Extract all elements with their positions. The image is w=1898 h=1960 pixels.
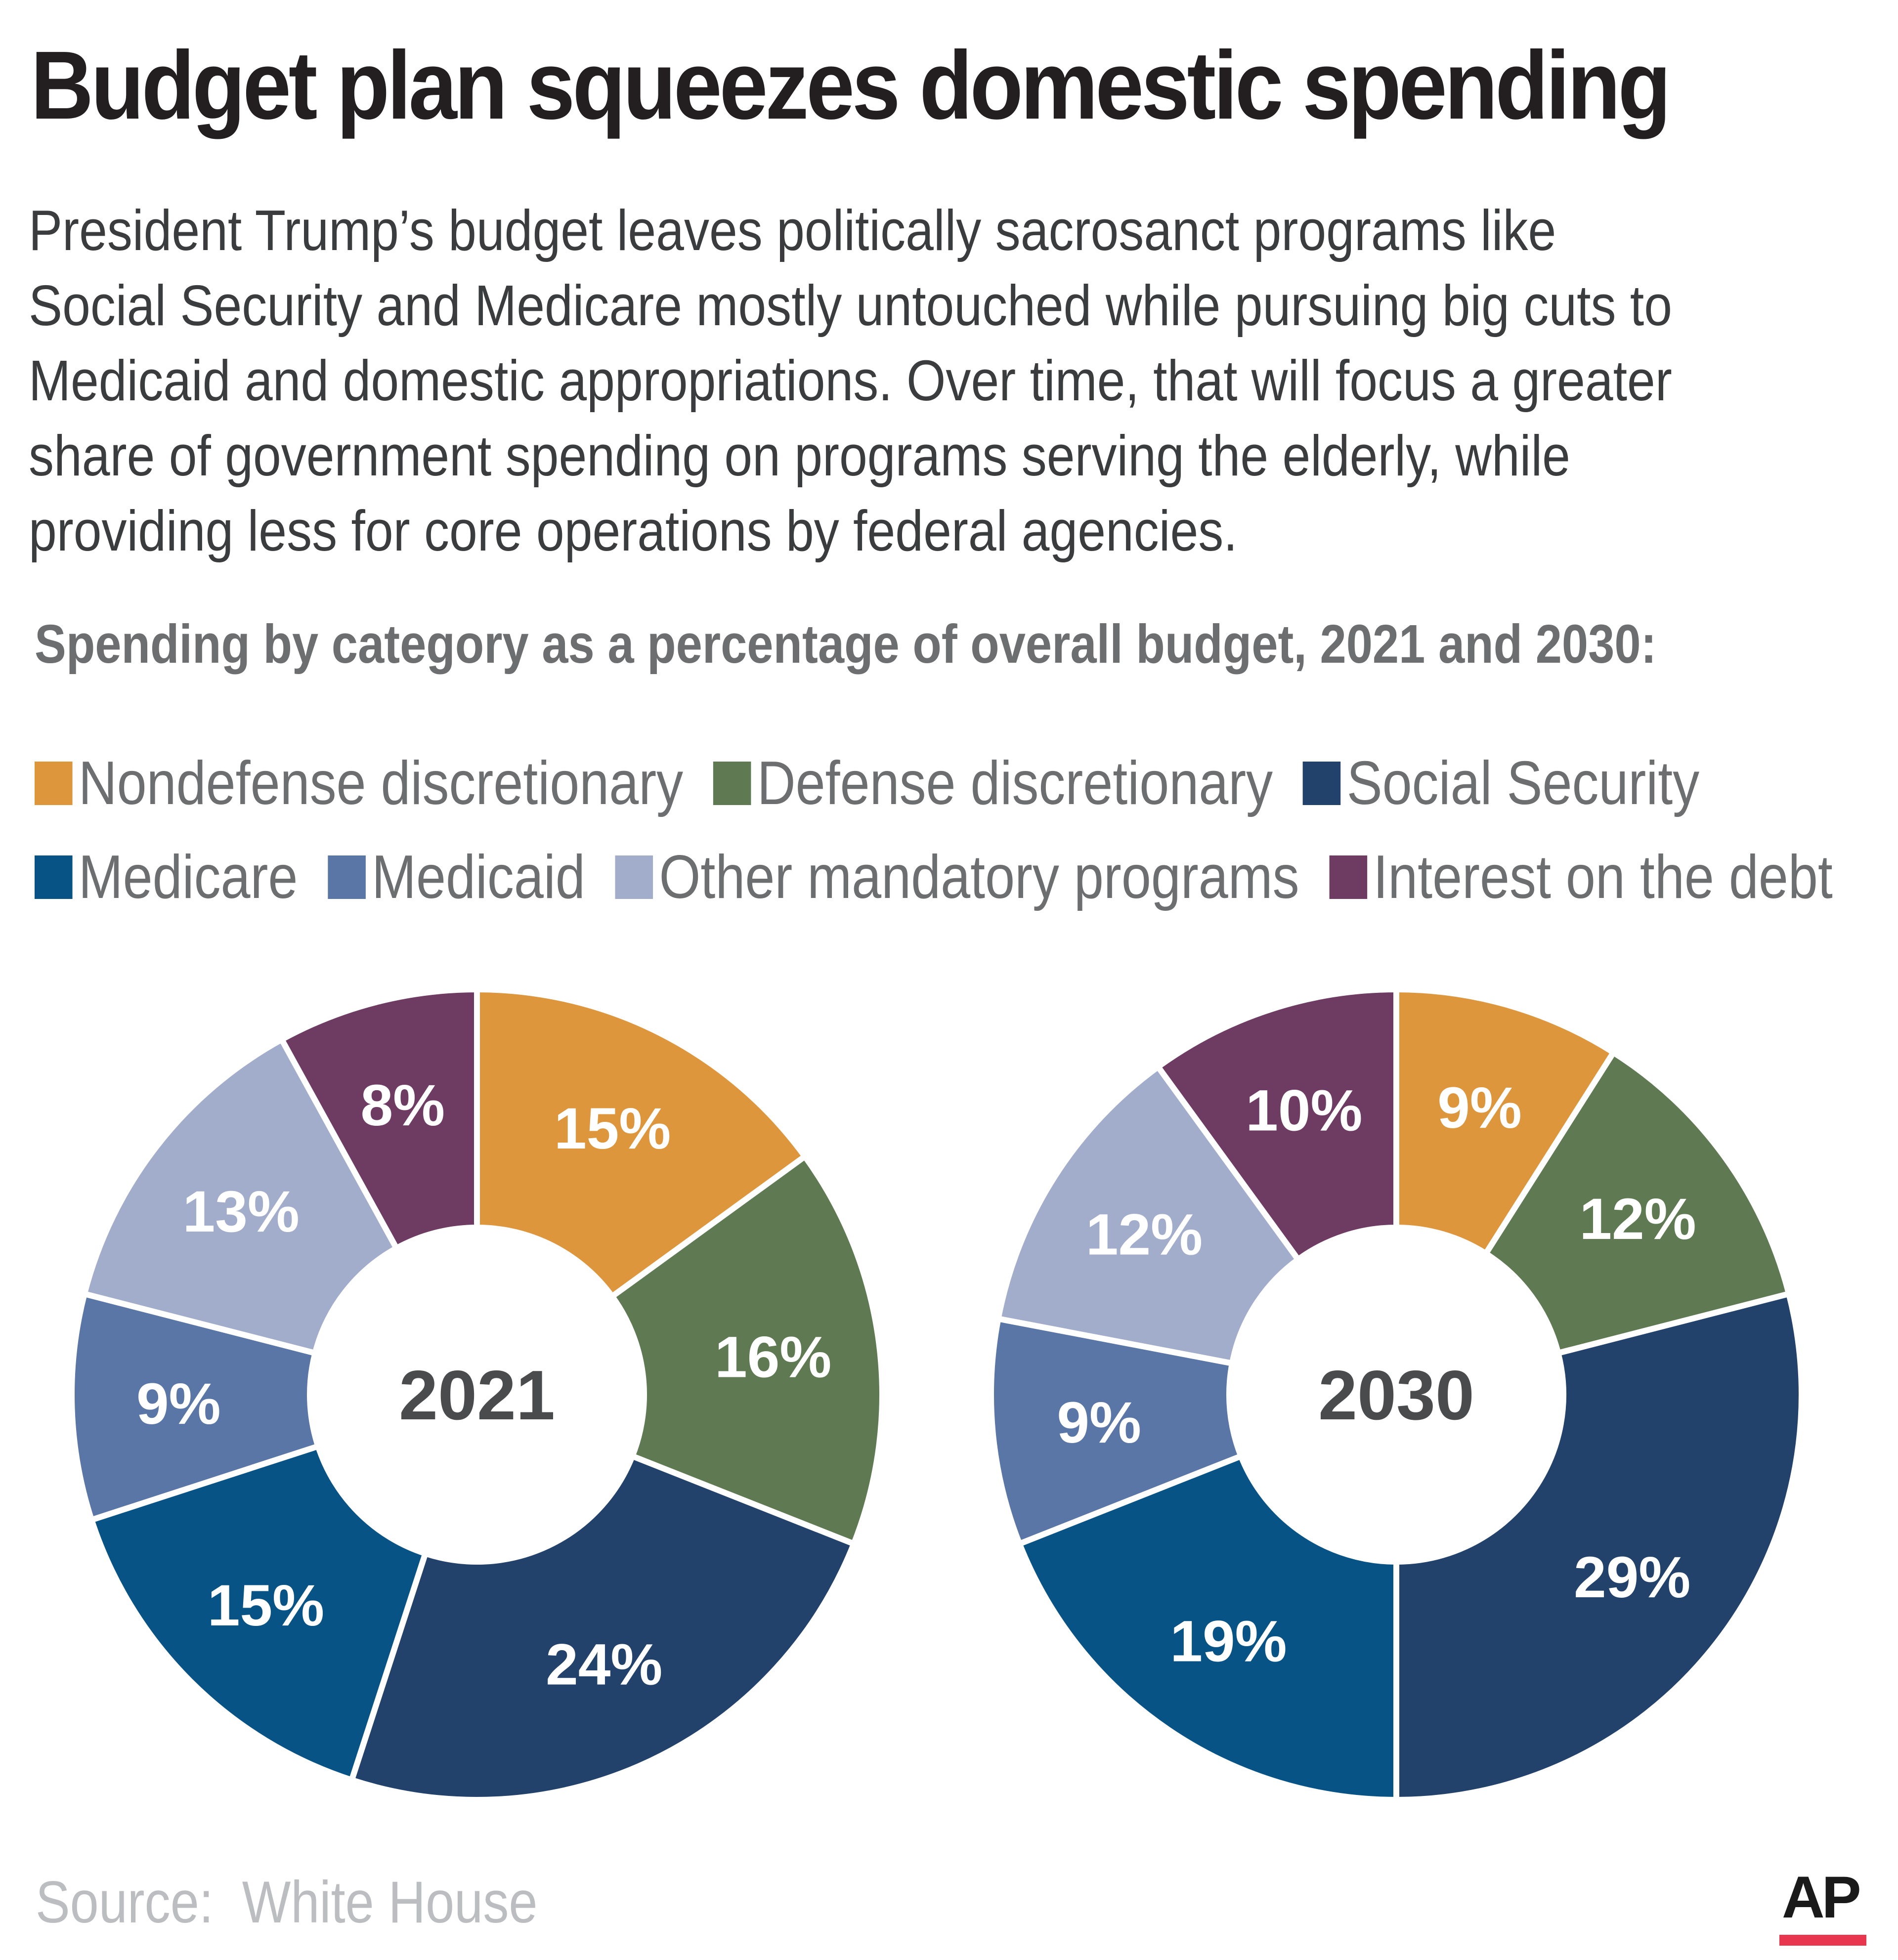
legend-swatch bbox=[35, 855, 73, 899]
chart-title: Budget plan squeezes domestic spending bbox=[31, 31, 1671, 139]
legend-swatch bbox=[1329, 855, 1368, 899]
slice-label-other-mandatory-programs: 13% bbox=[183, 1179, 300, 1244]
legend-swatch bbox=[35, 762, 73, 805]
legend-swatch bbox=[615, 855, 653, 899]
intro-paragraph: President Trump’s budget leaves politica… bbox=[29, 193, 1769, 568]
slice-interest-on-the-debt bbox=[277, 986, 480, 1252]
slice-medicaid bbox=[988, 1315, 1245, 1548]
slice-medicaid bbox=[69, 1290, 322, 1524]
legend-item-other-mandatory: Other mandatory programs bbox=[615, 842, 1299, 912]
slice-label-social-security: 24% bbox=[546, 1632, 662, 1698]
slice-medicare bbox=[87, 1442, 430, 1784]
donut-center-year: 2030 bbox=[1318, 1356, 1474, 1435]
legend-swatch bbox=[328, 855, 366, 899]
legend-label: Defense discretionary bbox=[757, 749, 1273, 817]
legend-label: Social Security bbox=[1346, 749, 1700, 817]
slice-label-medicaid: 9% bbox=[1057, 1390, 1141, 1455]
legend-item-medicare: Medicare bbox=[35, 842, 298, 912]
legend-label: Nondefense discretionary bbox=[78, 749, 684, 817]
slice-nondefense-discretionary bbox=[1393, 986, 1618, 1258]
legend-label: Interest on the debt bbox=[1373, 843, 1833, 911]
intro-line: share of government spending on programs… bbox=[29, 424, 1570, 488]
slice-label-medicare: 15% bbox=[208, 1573, 324, 1638]
legend-label: Medicare bbox=[78, 843, 298, 911]
slice-label-medicaid: 9% bbox=[136, 1371, 221, 1437]
legend-label: Medicaid bbox=[372, 843, 585, 911]
legend-item-interest: Interest on the debt bbox=[1329, 842, 1833, 912]
slice-social-security bbox=[1393, 1290, 1805, 1803]
legend-item-defense: Defense discretionary bbox=[713, 748, 1273, 818]
slice-label-interest-on-the-debt: 8% bbox=[361, 1073, 445, 1138]
intro-line: Social Security and Medicare mostly unto… bbox=[29, 273, 1673, 338]
slice-medicare bbox=[1015, 1452, 1399, 1803]
slice-label-nondefense-discretionary: 9% bbox=[1437, 1075, 1522, 1141]
slice-label-interest-on-the-debt: 10% bbox=[1246, 1078, 1362, 1144]
slice-nondefense-discretionary bbox=[474, 986, 809, 1301]
slice-defense-discretionary bbox=[1481, 1048, 1793, 1357]
legend: Nondefense discretionary Defense discret… bbox=[35, 736, 1841, 924]
source-note: Source: White House bbox=[36, 1869, 538, 1935]
legend-label: Other mandatory programs bbox=[659, 843, 1299, 911]
donut-chart-2030: 9% 12% 29% 19% 9% 12% 10% 2030 bbox=[988, 986, 1805, 1803]
slice-label-defense-discretionary: 12% bbox=[1580, 1187, 1696, 1252]
slice-label-medicare: 19% bbox=[1170, 1609, 1287, 1674]
legend-row: Medicare Medicaid Other mandatory progra… bbox=[35, 830, 1841, 924]
slice-label-other-mandatory-programs: 12% bbox=[1086, 1202, 1203, 1267]
ap-logo-bar bbox=[1779, 1935, 1866, 1946]
slice-defense-discretionary bbox=[608, 1152, 885, 1548]
intro-line: President Trump’s budget leaves politica… bbox=[29, 198, 1556, 262]
legend-row: Nondefense discretionary Defense discret… bbox=[35, 736, 1841, 830]
slice-label-nondefense-discretionary: 15% bbox=[554, 1096, 671, 1161]
legend-item-nondefense: Nondefense discretionary bbox=[35, 748, 683, 818]
legend-swatch bbox=[1302, 762, 1341, 805]
chart-subtitle: Spending by category as a percentage of … bbox=[35, 614, 1657, 675]
donut-center-year: 2021 bbox=[399, 1356, 555, 1435]
slice-other-mandatory-programs bbox=[994, 1063, 1302, 1367]
legend-item-social-security: Social Security bbox=[1302, 748, 1700, 818]
slice-social-security bbox=[348, 1452, 858, 1803]
legend-swatch bbox=[713, 762, 751, 805]
ap-logo: AP bbox=[1782, 1864, 1861, 1930]
intro-line: Medicaid and domestic appropriations. Ov… bbox=[29, 348, 1672, 413]
slice-interest-on-the-debt bbox=[1154, 986, 1399, 1264]
slice-label-defense-discretionary: 16% bbox=[715, 1324, 831, 1390]
slice-label-social-security: 29% bbox=[1574, 1545, 1690, 1610]
slice-other-mandatory-programs bbox=[81, 1035, 401, 1357]
intro-line: providing less for core operations by fe… bbox=[29, 499, 1238, 563]
donut-chart-2021: 15% 16% 24% 15% 9% 13% 8% 2021 bbox=[69, 986, 885, 1803]
legend-item-medicaid: Medicaid bbox=[328, 842, 585, 912]
